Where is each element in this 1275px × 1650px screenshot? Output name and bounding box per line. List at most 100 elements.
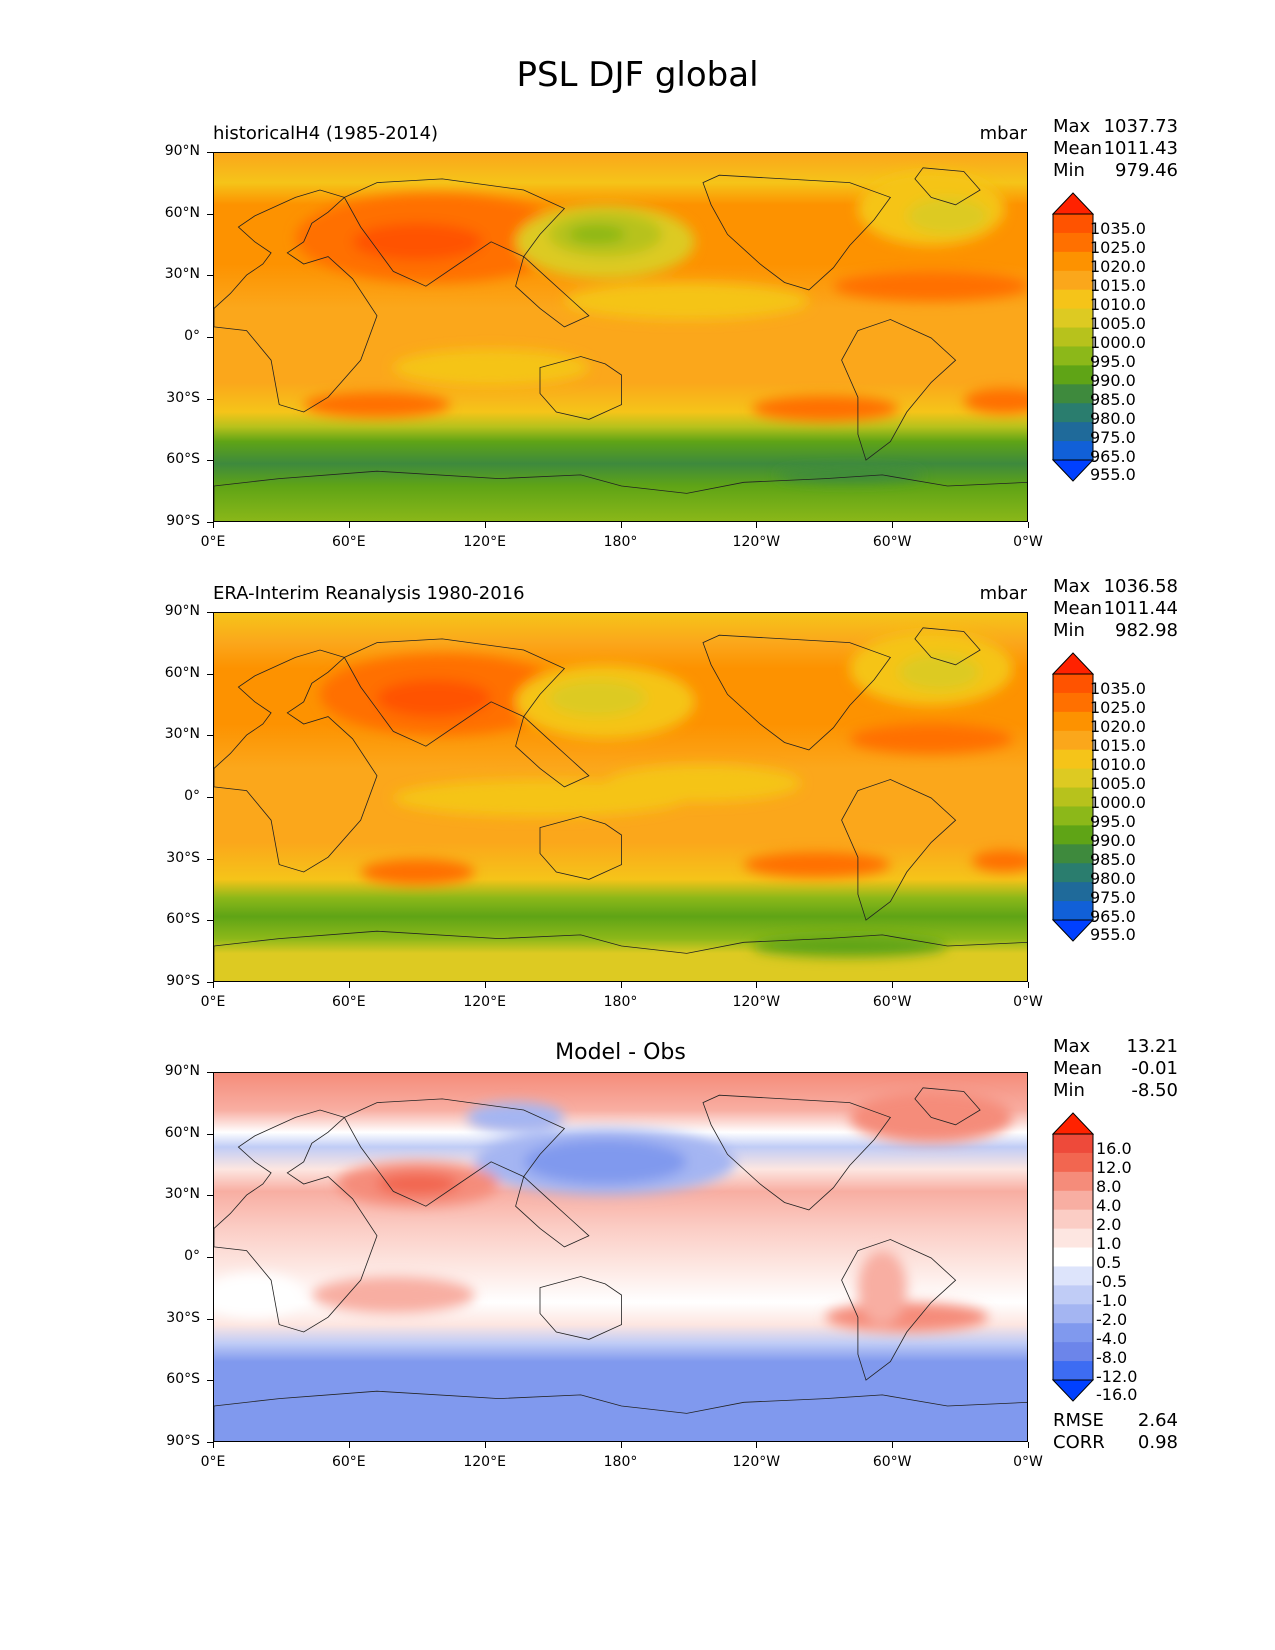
y-tick-mark: [207, 460, 213, 462]
colorbar-extend-top: [1051, 192, 1095, 215]
colorbar-label: 1015.0: [1090, 276, 1146, 296]
x-tick-label: 120°W: [732, 1454, 781, 1470]
field-contour: [311, 1276, 475, 1314]
colorbar-label: 965.0: [1090, 906, 1136, 926]
stat-row: Min 982.98: [1053, 620, 1178, 642]
colorbar-segment: [1053, 232, 1093, 253]
field-contour: [548, 679, 646, 717]
stat-row: Max 1036.58: [1053, 576, 1178, 598]
x-tick-label: 180°: [603, 534, 638, 550]
metric-label: CORR: [1053, 1432, 1105, 1453]
field-contour: [833, 271, 1027, 301]
coastline: [343, 178, 566, 287]
colorbar-label: 1035.0: [1090, 219, 1146, 239]
field-contour: [963, 387, 1027, 414]
x-tick-mark: [348, 982, 350, 988]
stat-row: Min 979.46: [1053, 160, 1178, 182]
coastline: [702, 174, 892, 291]
x-tick-mark: [620, 522, 622, 528]
coastline: [539, 356, 622, 420]
stat-value: 1011.44: [1103, 598, 1178, 619]
x-tick-mark: [348, 1442, 350, 1448]
colorbar-segment: [1053, 422, 1093, 442]
colorbar-label: -4.0: [1096, 1328, 1128, 1348]
stat-row: Max 13.21: [1053, 1036, 1178, 1058]
colorbar-segment: [1053, 270, 1093, 291]
colorbar-svg: [1051, 192, 1095, 482]
x-tick-mark: [756, 982, 758, 988]
y-tick-label: 90°N: [164, 143, 200, 159]
colorbar-label: 975.0: [1090, 887, 1136, 907]
coastline: [914, 627, 981, 666]
stat-row: Min -8.50: [1053, 1080, 1178, 1102]
colorbar-label: 1005.0: [1090, 314, 1146, 334]
field-contour: [564, 282, 809, 320]
map-field-svg: [214, 153, 1027, 521]
y-tick-mark: [207, 612, 213, 613]
map-plot: [213, 152, 1028, 522]
colorbar-extend-top: [1051, 652, 1095, 675]
colorbar-svg: [1051, 652, 1095, 942]
x-tick-mark: [1028, 1442, 1029, 1448]
panel-stats: Max 13.21 Mean -0.01 Min -8.50: [1053, 1036, 1178, 1102]
colorbar: [1051, 192, 1095, 482]
coastlines: [214, 627, 1027, 981]
field-contour: [971, 849, 1027, 872]
field-contour: [857, 1250, 907, 1325]
x-tick-mark: [213, 982, 214, 988]
colorbar-segment: [1053, 289, 1093, 310]
coastline: [841, 1239, 957, 1381]
colorbar-segment: [1053, 674, 1093, 694]
field-contour: [303, 391, 451, 418]
x-tick-label: 60°W: [872, 994, 912, 1010]
stat-label: Min: [1053, 620, 1085, 641]
x-tick-mark: [892, 1442, 894, 1448]
coastline: [343, 638, 566, 747]
field-anomalies: [214, 1091, 1013, 1332]
x-tick-mark: [1028, 982, 1029, 988]
x-tick-label: 60°E: [331, 534, 366, 550]
colorbar-label: 0.5: [1096, 1253, 1122, 1272]
y-tick-mark: [207, 1257, 213, 1258]
y-tick-label: 30°N: [164, 726, 200, 743]
field-contour: [743, 851, 891, 878]
colorbar-segment: [1053, 251, 1093, 272]
x-tick-label: 180°: [603, 994, 638, 1010]
stat-value: 979.46: [1115, 160, 1178, 181]
field-contour: [776, 467, 924, 483]
colorbar-segment: [1053, 1228, 1093, 1249]
colorbar: [1051, 652, 1095, 942]
y-tick-mark: [207, 1072, 213, 1073]
colorbar-label: 12.0: [1096, 1158, 1132, 1178]
colorbar-segment: [1053, 1266, 1093, 1286]
y-tick-label: 30°S: [166, 849, 200, 866]
coastlines: [214, 167, 1027, 521]
colorbar-segment: [1053, 1285, 1093, 1305]
x-tick-label: 180°: [603, 1454, 638, 1470]
colorbar-segment: [1053, 806, 1093, 826]
coastline: [515, 255, 590, 328]
x-tick-mark: [484, 982, 486, 988]
metrics: RMSE 2.64 CORR 0.98: [1053, 1410, 1178, 1454]
colorbar-label: 980.0: [1090, 868, 1136, 888]
field-contour: [751, 395, 899, 422]
y-tick-mark: [207, 337, 213, 338]
field-contour: [377, 679, 492, 717]
colorbar-label: 1010.0: [1090, 295, 1146, 315]
x-tick-mark: [892, 982, 894, 988]
stat-row: Max 1037.73: [1053, 116, 1178, 138]
colorbar-segment: [1053, 730, 1093, 751]
y-tick-mark: [207, 1318, 213, 1320]
coastline: [214, 1109, 378, 1333]
y-tick-mark: [207, 152, 213, 153]
coastline: [841, 319, 957, 461]
stat-label: Max: [1053, 116, 1091, 137]
colorbar-label: -1.0: [1096, 1290, 1128, 1310]
coastline: [515, 715, 590, 788]
x-tick-mark: [892, 522, 894, 528]
y-tick-label: 90°N: [164, 603, 200, 619]
x-tick-label: 0°E: [200, 994, 226, 1010]
colorbar-segment: [1053, 787, 1093, 807]
field-contour: [906, 197, 989, 235]
y-tick-mark: [207, 797, 213, 798]
